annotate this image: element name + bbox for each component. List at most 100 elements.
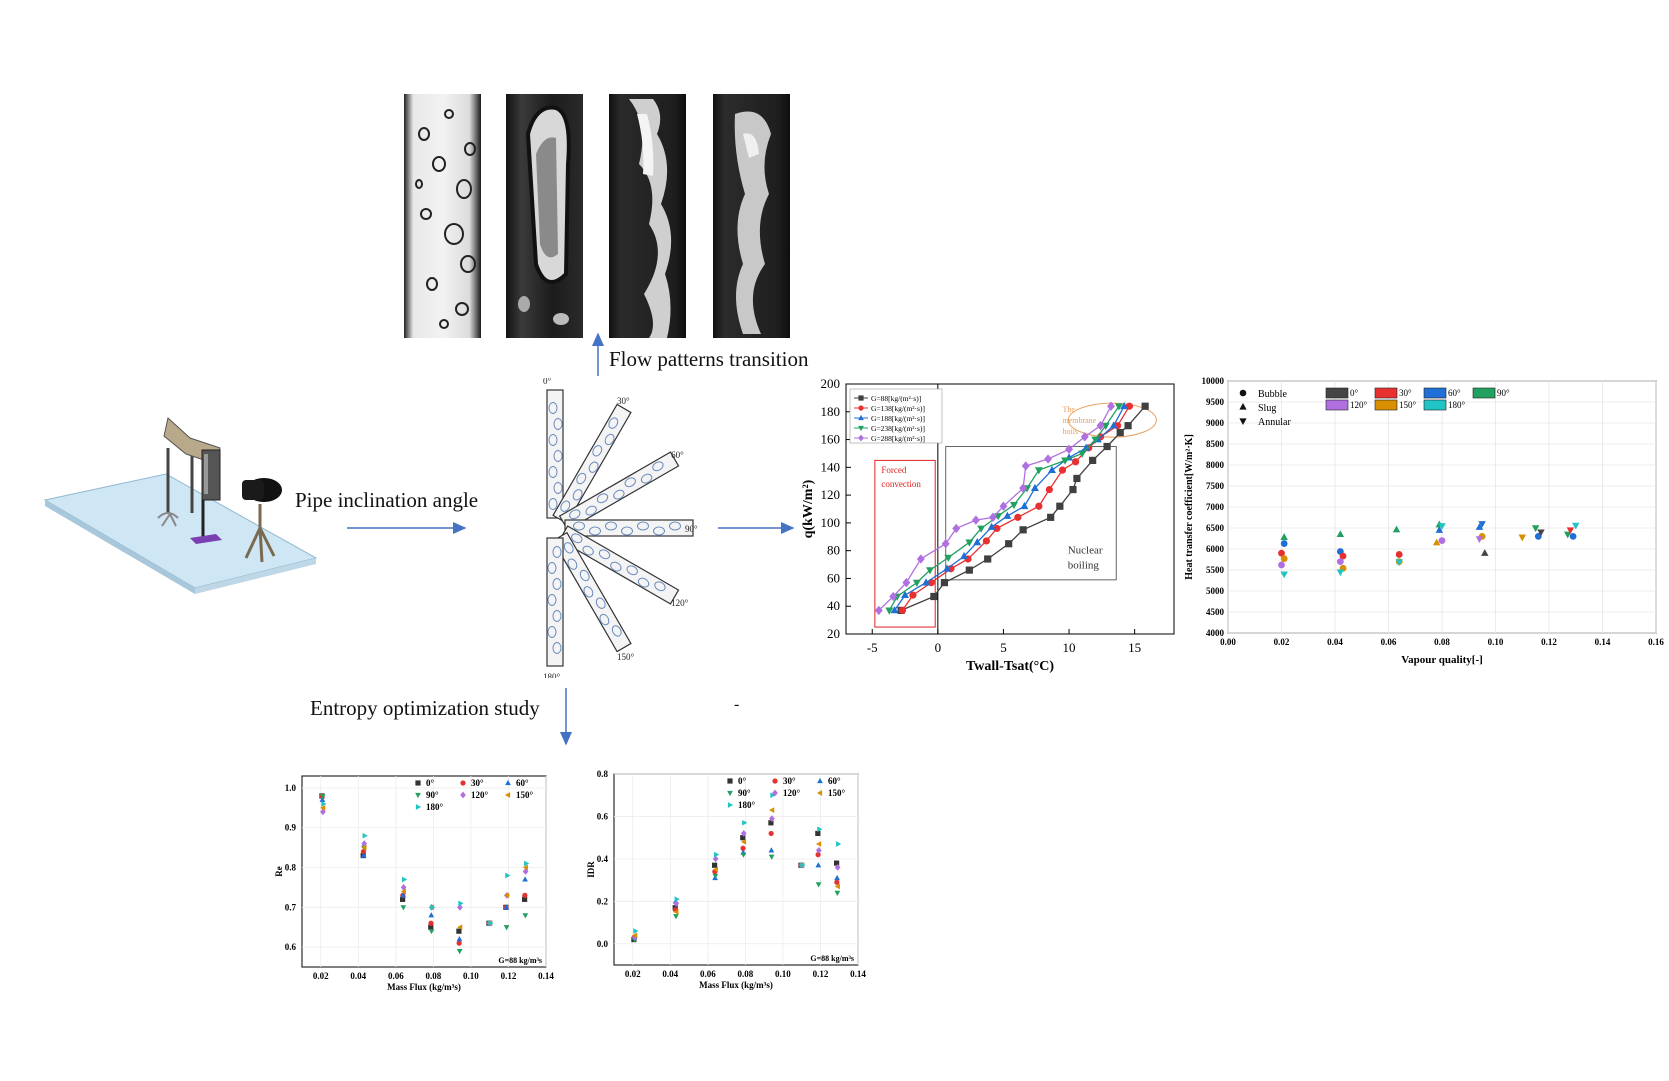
legend-swatch — [1325, 387, 1349, 399]
data-point — [898, 606, 907, 614]
membrane-label-2: membrane — [1062, 416, 1096, 425]
y-tick-label: 6500 — [1206, 523, 1225, 533]
data-point — [1537, 529, 1545, 537]
data-point — [1339, 552, 1347, 560]
data-point — [874, 605, 883, 616]
legend-label: 90° — [426, 790, 439, 800]
pipe-bubble — [608, 417, 619, 429]
y-tick-label: 80 — [827, 543, 840, 558]
pipe-body — [558, 451, 680, 531]
data-point — [834, 890, 841, 896]
x-tick-label: 0.04 — [350, 971, 366, 981]
data-point — [952, 523, 961, 534]
caption-entropy: Entropy optimization study — [310, 696, 540, 720]
high-speed-camera — [242, 478, 282, 563]
legend-swatch — [1423, 387, 1447, 399]
x-tick-label: 0.06 — [700, 969, 716, 979]
legend-label: 90° — [738, 788, 751, 798]
x-tick-label: 5 — [1000, 640, 1007, 655]
data-point — [1278, 561, 1285, 569]
legend-marker — [817, 777, 823, 784]
data-point — [1020, 501, 1029, 510]
pipe-bubble — [640, 473, 653, 484]
y-tick-label: 0.6 — [285, 942, 297, 952]
y-tick-label: 200 — [821, 376, 841, 391]
data-point — [1432, 538, 1441, 546]
legend: 0° 30° 60° 90° 120° 150° 180° — [415, 778, 534, 812]
pipe-180deg — [546, 537, 564, 667]
legend-label: 60° — [516, 778, 529, 788]
legend-swatch — [1423, 399, 1447, 411]
series-line-3 — [888, 405, 1120, 611]
x-tick-label: 0.06 — [388, 971, 404, 981]
legend-angles: 0° 30° 60° 90° 120° 150° 180° — [1325, 387, 1510, 411]
y-tick-label: 5000 — [1206, 586, 1225, 596]
legend-label: 0° — [426, 778, 435, 788]
x-tick-label: 0.16 — [1648, 637, 1664, 647]
legend-label: 150° — [1399, 400, 1417, 410]
legend-marker — [505, 779, 511, 786]
y-tick-label: 0.0 — [597, 939, 609, 949]
legend-label: 30° — [471, 778, 484, 788]
data-point — [400, 905, 407, 911]
pipe-bubble — [589, 526, 601, 536]
data-point — [522, 892, 528, 898]
membrane-label: The — [1062, 405, 1075, 414]
data-point — [1280, 571, 1288, 579]
data-point — [522, 896, 528, 902]
legend-label: G=188[kg/(m²·s)] — [871, 414, 925, 423]
x-axis-label: Mass Flux (kg/m³s) — [699, 980, 773, 990]
data-point — [428, 924, 434, 930]
series-line-4 — [878, 405, 1112, 611]
data-point — [1103, 442, 1111, 451]
data-point — [1058, 466, 1067, 474]
data-point — [885, 607, 894, 615]
legend-label: 180° — [738, 800, 756, 810]
pipe-bubble — [654, 581, 666, 592]
data-point — [524, 860, 530, 867]
pipe-bubble — [637, 577, 650, 588]
pipe-90deg — [564, 519, 694, 537]
legend-marker — [858, 405, 864, 411]
legend-marker — [1239, 389, 1247, 397]
legend-label: 120° — [471, 790, 489, 800]
pipe-bubble — [547, 594, 557, 606]
legend: G=88[kg/(m²·s)]G=138[kg/(m²·s)]G=188[kg/… — [849, 388, 943, 444]
data-point — [1478, 521, 1486, 528]
y-axis-label: q(kW/m²) — [801, 479, 816, 538]
data-point — [712, 862, 718, 868]
data-point — [768, 847, 775, 853]
pipe-angle-label: 180° — [543, 672, 561, 678]
forced-convection-box — [874, 459, 936, 628]
legend-swatch — [1374, 399, 1398, 411]
pipe-bubble — [548, 434, 558, 446]
data-point — [1101, 422, 1110, 430]
data-point — [522, 868, 529, 875]
data-point — [522, 864, 528, 871]
data-point — [1045, 485, 1053, 494]
data-point — [673, 914, 679, 920]
data-point — [1047, 513, 1055, 521]
data-point — [1082, 443, 1091, 451]
x-tick-label: 0.10 — [463, 971, 479, 981]
pipe-30deg — [552, 403, 632, 525]
data-point — [834, 879, 840, 885]
data-point — [320, 808, 326, 816]
data-point — [714, 851, 720, 858]
pipe-angle-label: 120° — [671, 598, 689, 608]
data-point — [901, 590, 909, 598]
data-point — [1035, 502, 1043, 510]
x-tick-label: 0.10 — [775, 969, 791, 979]
pipe-bubble — [582, 545, 594, 556]
data-point — [712, 866, 718, 873]
data-point — [740, 852, 747, 858]
data-point — [740, 839, 747, 845]
pipe-body — [546, 389, 564, 519]
data-point — [457, 924, 463, 931]
data-point — [522, 913, 529, 919]
data-point — [1019, 526, 1027, 534]
x-tick-label: 0 — [935, 640, 942, 655]
pipe-bubble — [653, 526, 665, 536]
pipe-bubble — [637, 521, 649, 531]
x-axis-label: Mass Flux (kg/m³s) — [387, 982, 461, 992]
